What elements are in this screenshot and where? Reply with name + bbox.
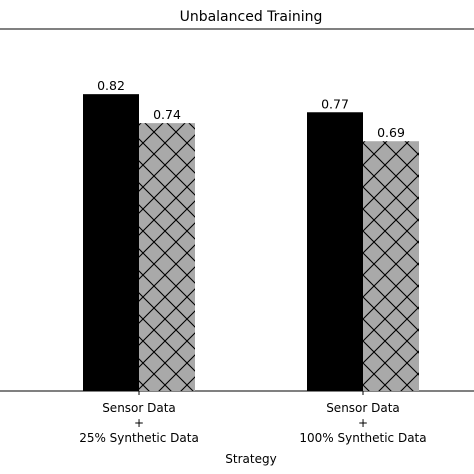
labels-layer: 0.82 0.77 0.74 0.69 bbox=[97, 78, 405, 140]
x-tick-label-1-line-1: Sensor Data bbox=[102, 401, 176, 415]
x-tick-label-1-line-2: + bbox=[134, 416, 144, 430]
bars-layer bbox=[83, 94, 419, 392]
bar-series2-cat2 bbox=[363, 141, 419, 391]
x-tick-label-1-line-3: 25% Synthetic Data bbox=[79, 431, 199, 445]
chart-title: Unbalanced Training bbox=[180, 9, 323, 25]
x-tick-label-2-line-1: Sensor Data bbox=[326, 401, 400, 415]
x-tick-label-2-line-3: 100% Synthetic Data bbox=[299, 431, 426, 445]
data-label-series1-cat1: 0.82 bbox=[97, 78, 125, 93]
bar-series2-cat1 bbox=[139, 123, 195, 392]
x-tick-label-2-line-2: + bbox=[358, 416, 368, 430]
bar-series1-cat2 bbox=[307, 112, 363, 391]
x-axis-label: Strategy bbox=[225, 452, 276, 466]
data-label-series2-cat2: 0.69 bbox=[377, 125, 405, 140]
data-label-series1-cat2: 0.77 bbox=[321, 96, 349, 111]
data-label-series2-cat1: 0.74 bbox=[153, 107, 181, 122]
bar-series1-cat1 bbox=[83, 94, 139, 391]
